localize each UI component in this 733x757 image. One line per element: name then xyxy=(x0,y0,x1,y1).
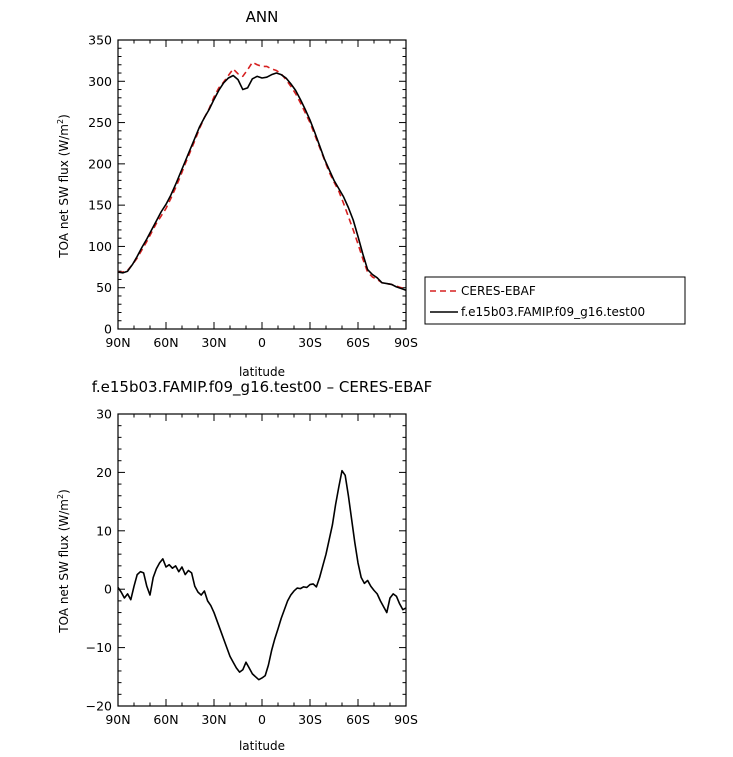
x-tick-label: 60N xyxy=(153,335,178,350)
y-tick-label: −10 xyxy=(86,640,112,655)
plot-frame xyxy=(117,39,407,330)
x-tick-label: 30N xyxy=(201,335,226,350)
bottom-chart-title: f.e15b03.FAMIP.f09_g16.test00 – CERES-EB… xyxy=(92,378,433,397)
x-tick-label: 90S xyxy=(394,712,418,727)
y-tick-label: 30 xyxy=(96,407,112,422)
x-tick-label: 0 xyxy=(258,712,266,727)
bottom-y-axis-label: TOA net SW flux (W/m2) xyxy=(56,489,71,634)
bottom-plot-area: 90N 60N 30N 0 30S 60S 90S −20 −10 0 10 20 30 xyxy=(86,407,418,728)
series-line-f-e15b03-famip-f09-g16-test00 xyxy=(117,72,407,291)
y-tick-label: 150 xyxy=(88,198,112,213)
y-tick-label: 0 xyxy=(104,322,112,337)
x-tick-label: 90N xyxy=(105,712,130,727)
panel-top-annual-mean: ANN 90N 60N 30N 0 30S 60S 90S 0 50 100 150 200 250 30… xyxy=(56,8,418,379)
y-tick-label: 300 xyxy=(88,74,112,89)
y-tick-label: −20 xyxy=(86,699,112,714)
y-tick-label: 100 xyxy=(88,239,112,254)
y-tick-label: 10 xyxy=(96,523,112,538)
y-tick-label: 0 xyxy=(104,582,112,597)
legend: CERES-EBAF f.e15b03.FAMIP.f09_g16.test00 xyxy=(424,276,686,325)
x-tick-label: 30N xyxy=(201,712,226,727)
x-tick-label: 30S xyxy=(298,335,322,350)
panel-bottom-difference: f.e15b03.FAMIP.f09_g16.test00 – CERES-EB… xyxy=(56,378,432,753)
y-tick-label: 20 xyxy=(96,465,112,480)
x-tick-label: 0 xyxy=(258,335,266,350)
x-tick-label: 60S xyxy=(346,335,370,350)
top-y-axis-label: TOA net SW flux (W/m2) xyxy=(56,114,71,259)
y-tick-label: 250 xyxy=(88,115,112,130)
series-line-ceres-ebaf xyxy=(118,61,407,290)
top-x-axis-label: latitude xyxy=(239,365,285,379)
x-tick-label: 60N xyxy=(153,712,178,727)
top-chart-title: ANN xyxy=(246,8,279,26)
top-plot-area: 90N 60N 30N 0 30S 60S 90S 0 50 100 150 200 250 300 350 xyxy=(88,33,418,351)
bottom-x-axis-label: latitude xyxy=(239,739,285,753)
legend-box xyxy=(424,276,686,325)
y-tick-label: 350 xyxy=(88,33,112,48)
series-line-difference xyxy=(117,469,407,681)
x-tick-label: 90S xyxy=(394,335,418,350)
x-tick-label: 60S xyxy=(346,712,370,727)
legend-label-model: f.e15b03.FAMIP.f09_g16.test00 xyxy=(461,305,645,319)
y-tick-label: 200 xyxy=(88,156,112,171)
x-tick-label: 90N xyxy=(105,335,130,350)
legend-label-ceres: CERES-EBAF xyxy=(461,284,536,298)
y-tick-label: 50 xyxy=(96,280,112,295)
x-tick-label: 30S xyxy=(298,712,322,727)
